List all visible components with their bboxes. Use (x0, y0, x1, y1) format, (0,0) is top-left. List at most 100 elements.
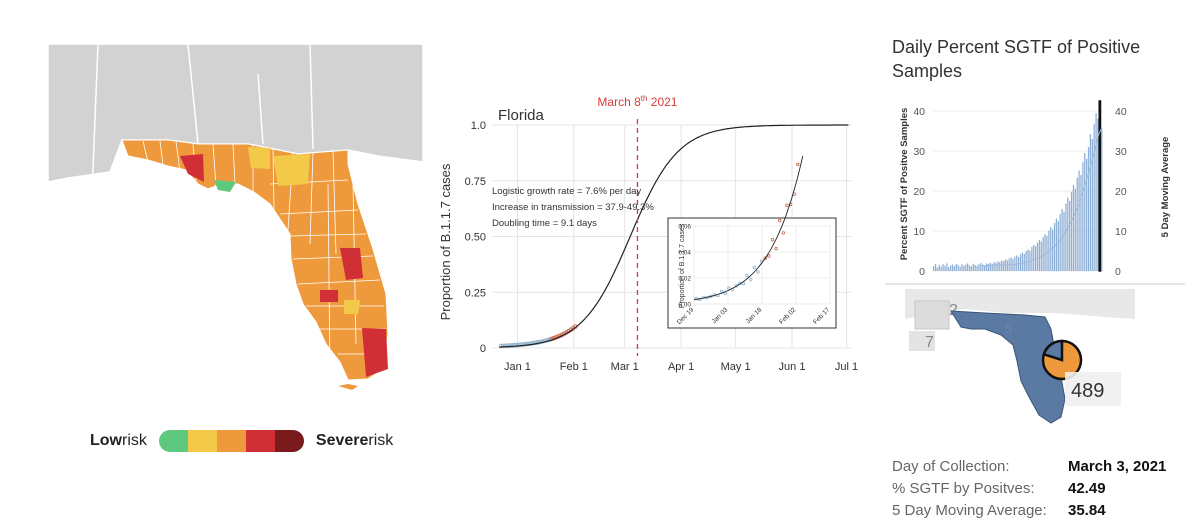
sgtf-bar (968, 265, 971, 271)
sgtf-bar (970, 266, 973, 271)
inset-data-point (770, 237, 775, 242)
logistic-data-point (520, 342, 526, 347)
mini-neighbors (905, 289, 1135, 319)
inset-y-label: Proportion of B.1.1.7 cases (679, 223, 686, 308)
sgtf-bar (936, 267, 939, 271)
sgtf-bar (944, 265, 946, 271)
inset-data-point (763, 256, 767, 260)
info-value-sgtf: 42.49 (1068, 479, 1106, 497)
sgtf-bar (1086, 158, 1088, 271)
logistic-x-tick-label: Jul 1 (835, 361, 858, 373)
risk-color-scale (158, 430, 304, 452)
sgtf-bar (1042, 237, 1044, 271)
sgtf-bar (946, 263, 948, 271)
sgtf-y-tick-label: 40 (913, 106, 925, 118)
logistic-data-point (535, 340, 541, 345)
logistic-y-tick-label: 1.0 (471, 120, 486, 132)
sgtf-bar (1016, 255, 1018, 271)
sgtf-bar (1091, 139, 1093, 271)
sgtf-y-tick-label: 10 (913, 226, 925, 238)
inset-data-point (745, 273, 749, 278)
sgtf-bar (1010, 257, 1012, 271)
sgtf-bar (953, 266, 956, 271)
sgtf-title: Daily Percent SGTF of Positive Samples (892, 37, 1141, 81)
inset-data-point (698, 297, 702, 302)
sgtf-y2-tick-label: 0 (1115, 266, 1121, 278)
sgtf-bar (997, 261, 999, 271)
sgtf-y-tick-label: 20 (913, 186, 925, 198)
county-red-2 (340, 248, 363, 280)
logistic-y-ticks: 0 0.25 0.50 0.75 1.0 (465, 120, 486, 355)
sgtf-bar (1089, 134, 1092, 271)
logistic-data-point (518, 342, 524, 348)
sgtf-bar (940, 266, 942, 271)
inset-y-tick-label: 0.04 (678, 250, 691, 257)
inset-y-tick-label: 0.00 (678, 302, 691, 309)
logistic-data-point (509, 343, 515, 348)
sgtf-bar (982, 264, 984, 271)
sgtf-bar (1101, 127, 1103, 271)
county-green (214, 180, 236, 192)
info-row-day: Day of Collection: March 3, 2021 (892, 455, 1166, 477)
sgtf-bar (955, 263, 957, 271)
sgtf-y-ticks: 0 10 20 30 40 (913, 106, 925, 278)
inset-data-point (767, 254, 771, 258)
sgtf-y2-tick-label: 40 (1115, 106, 1127, 118)
county-red-4 (362, 328, 388, 377)
mini-label-5: 5 (1005, 321, 1012, 336)
sgtf-bar (1019, 254, 1022, 271)
inset-curve (693, 155, 804, 301)
sgtf-bar (933, 266, 935, 271)
sgtf-grid (933, 110, 1103, 272)
sgtf-bar (974, 265, 976, 271)
sgtf-bar (1098, 100, 1102, 272)
logistic-y-tick-label: 0 (480, 343, 486, 355)
sgtf-bar (1044, 234, 1046, 271)
logistic-data-point (498, 343, 504, 349)
sgtf-bar (942, 264, 944, 271)
legend-severe-bold: Severe (315, 432, 369, 449)
legend-severe-rest: risk (368, 432, 394, 449)
sgtf-bar (934, 263, 937, 271)
legend-low-bold: Low (90, 432, 122, 449)
risk-color-3 (245, 430, 275, 452)
sgtf-bar (1072, 185, 1075, 271)
info-value-day: March 3, 2021 (1068, 457, 1167, 475)
florida-shape (121, 139, 389, 381)
info-row-sgtf: % SGTF by Positves: 42.49 (892, 477, 1166, 499)
sgtf-bar (1033, 245, 1035, 271)
inset-y-tick-label: 0.02 (678, 276, 691, 283)
sgtf-y2-tick-label: 10 (1115, 226, 1127, 238)
sgtf-bar (987, 263, 990, 271)
info-row-avg: 5 Day Moving Average: 35.84 (892, 499, 1166, 521)
annotation-transmission: Increase in transmission = 37.9-49.3% (492, 202, 654, 213)
florida-risk-map (48, 44, 423, 404)
sgtf-bar (967, 263, 969, 271)
sgtf-bar (976, 265, 978, 271)
logistic-growth-chart: Proportion of B.1.1.7 cases Florida 0 0.2… (438, 94, 858, 373)
sgtf-y2-tick-label: 30 (1115, 146, 1127, 158)
sgtf-bar (1031, 247, 1033, 271)
inset-grid (693, 225, 831, 305)
info-label-avg: 5 Day Moving Average: (892, 501, 1047, 519)
sgtf-bar (1065, 203, 1067, 271)
logistic-x-tick-label: Apr 1 (668, 361, 694, 373)
sgtf-bar (950, 265, 952, 271)
mini-neighbor-state-2 (909, 331, 935, 351)
sgtf-bar (1063, 211, 1065, 271)
mini-neighbor-state (914, 300, 950, 330)
inset-data-point (796, 162, 800, 167)
state-border-lines (91, 44, 314, 195)
mini-pie-marker (1041, 339, 1083, 381)
inset-data-point (778, 218, 782, 223)
annotation-doubling: Doubling time = 9.1 days (492, 218, 597, 229)
sgtf-bar (959, 266, 961, 271)
sgtf-bar (1046, 235, 1048, 271)
mini-label-489: 489 (1071, 380, 1104, 402)
sgtf-bar (938, 265, 940, 271)
logistic-data-point (529, 341, 534, 346)
inset-data-point (781, 231, 785, 235)
sgtf-bar (995, 263, 997, 271)
inset-frame (667, 217, 837, 329)
sgtf-bar (1093, 123, 1095, 271)
